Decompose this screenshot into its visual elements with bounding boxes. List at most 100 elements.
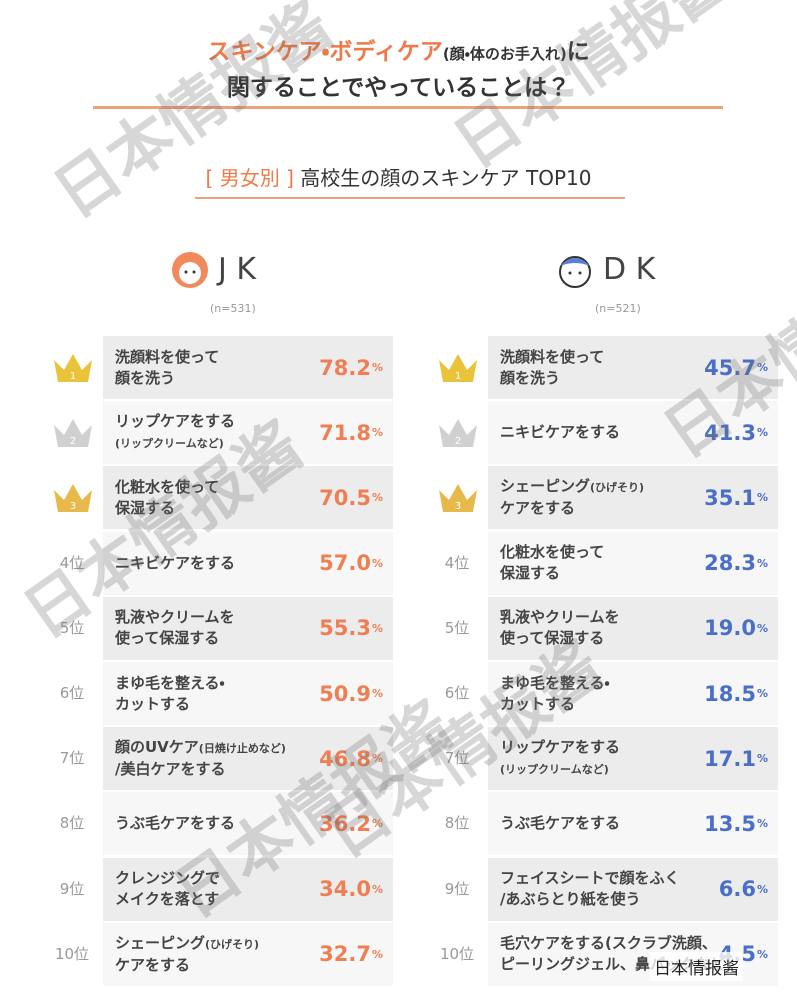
value-number: 28.3 — [704, 551, 756, 576]
label-line: シェーピング(ひげそり) — [115, 933, 260, 952]
value: 34.0% — [319, 858, 383, 921]
row: リップケアをする (リップクリームなど) 17.1% — [488, 727, 778, 791]
item-label: ニキビケアをする — [103, 553, 235, 574]
item-label: 乳液やクリームを 使って保湿する — [488, 607, 620, 649]
unit: % — [756, 817, 768, 831]
value: 50.9% — [319, 662, 383, 725]
subtitle: [ 男女別 ] 高校生の顔のスキンケア TOP10 — [0, 162, 797, 191]
row: フェイスシートで顔をふく/あぶらとり紙を使う 6.6% — [488, 857, 778, 921]
label-line: まゆ毛を整える・ — [500, 673, 610, 692]
rank: 10位 — [54, 944, 90, 963]
value-number: 32.7 — [319, 942, 371, 967]
rank: 4位 — [59, 553, 85, 572]
value-number: 18.5 — [704, 681, 756, 706]
value: 55.3% — [319, 597, 383, 660]
value-number: 57.0 — [319, 551, 371, 576]
value: 32.7% — [319, 923, 383, 986]
rank: 10位 — [439, 944, 475, 963]
row: 化粧水を使って 保湿する 28.3% — [488, 531, 778, 595]
label-line: うぶ毛ケアをする — [115, 814, 236, 833]
unit: % — [371, 556, 383, 570]
value: 78.2% — [319, 336, 383, 399]
rank: 7位 — [59, 749, 85, 768]
row: ニキビケアをする 57.0% — [103, 531, 393, 595]
value: 6.6% — [719, 858, 768, 921]
label-line: 顔を洗う — [115, 368, 176, 387]
jk-icon — [172, 252, 208, 288]
unit: % — [756, 947, 768, 961]
unit: % — [756, 752, 768, 766]
label-line: 顔を洗う — [500, 368, 561, 387]
crown: 3 — [439, 484, 477, 513]
row: クレンジングで メイクを落とす 34.0% — [103, 857, 393, 921]
item-label: 洗顔料を使って 顔を洗う — [103, 347, 219, 389]
row: 洗顔料を使って 顔を洗う 78.2% — [103, 336, 393, 399]
group-name: D K — [603, 252, 656, 287]
label-line: ケアをする — [115, 955, 191, 974]
sample-size: (n=521) — [595, 302, 641, 315]
label-line: カットする — [115, 694, 191, 713]
label-line: リップケアをする — [115, 412, 236, 431]
value-number: 41.3 — [704, 420, 756, 445]
value-number: 19.0 — [704, 616, 756, 641]
label-line: ケアをする — [500, 499, 576, 518]
item-label: 洗顔料を使って 顔を洗う — [488, 347, 604, 389]
bracket: [ — [205, 166, 214, 190]
label-line: ニキビケアをする — [500, 423, 621, 442]
label-line: うぶ毛ケアをする — [500, 814, 621, 833]
unit: % — [371, 621, 383, 635]
unit: % — [756, 621, 768, 635]
value-number: 78.2 — [319, 355, 371, 380]
watermark-badge: 日本情报酱 — [650, 952, 743, 981]
unit: % — [371, 361, 383, 374]
sample-size: (n=531) — [210, 302, 256, 315]
label-line: (リップクリームなど) — [115, 437, 224, 451]
title-rest: に — [566, 39, 590, 65]
rank: 3 — [455, 501, 461, 512]
value-number: 17.1 — [704, 746, 756, 771]
label-line: 乳液やクリームを — [115, 608, 235, 627]
unit: % — [371, 687, 383, 700]
unit: % — [371, 817, 383, 831]
item-label: リップケアをする (リップクリームなど) — [103, 411, 235, 454]
value: 71.8% — [319, 401, 383, 464]
unit: % — [756, 882, 768, 896]
row: シェーピング(ひげそり) ケアをする 32.7% — [103, 922, 393, 986]
unit: % — [371, 947, 383, 961]
value-number: 55.3 — [319, 616, 371, 641]
unit: % — [371, 426, 383, 440]
row: リップケアをする (リップクリームなど) 71.8% — [103, 401, 393, 465]
rank: 3 — [70, 501, 76, 512]
rank: 5位 — [59, 618, 85, 637]
item-label: シェーピング(ひげそり) ケアをする — [103, 933, 259, 976]
value-number: 34.0 — [319, 877, 371, 902]
crown: 3 — [54, 484, 92, 513]
rank: 4位 — [444, 553, 470, 572]
rank: 1 — [455, 371, 461, 382]
value: 19.0% — [704, 597, 768, 660]
rank: 5位 — [444, 618, 470, 637]
crown: 1 — [439, 354, 477, 382]
row: 洗顔料を使って 顔を洗う 45.7% — [488, 336, 778, 399]
rank: 8位 — [59, 814, 85, 833]
unit: % — [756, 426, 768, 440]
value: 46.8% — [319, 727, 383, 790]
value-number: 35.1 — [704, 485, 756, 510]
label-line: クレンジングで — [115, 869, 221, 888]
item-label: リップケアをする (リップクリームなど) — [488, 737, 620, 780]
label-line: シェーピング(ひげそり) — [500, 477, 645, 496]
rank: 8位 — [444, 814, 470, 833]
label-line: 洗顔料を使って — [500, 347, 605, 366]
subtitle-rule — [195, 197, 625, 199]
value: 17.1% — [704, 727, 768, 790]
row: 顔のUVケア(日焼け止めなど) /美白ケアをする 46.8% — [103, 727, 393, 791]
title-note: (顔・体のお手入れ) — [442, 45, 567, 63]
label-line: 毛穴ケアをする(スクラブ洗顔、 — [500, 934, 717, 953]
rank: 2 — [455, 436, 461, 447]
row: シェーピング(ひげそり) ケアをする 35.1% — [488, 466, 778, 530]
label-line: 保湿する — [500, 564, 561, 583]
item-label: 化粧水を使って 保湿する — [103, 477, 219, 519]
dk-icon — [559, 256, 591, 288]
value: 41.3% — [704, 401, 768, 464]
